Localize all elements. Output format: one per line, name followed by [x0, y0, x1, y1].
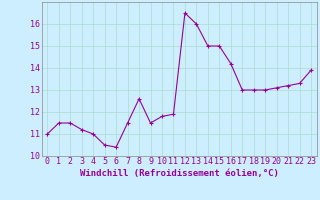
X-axis label: Windchill (Refroidissement éolien,°C): Windchill (Refroidissement éolien,°C): [80, 169, 279, 178]
